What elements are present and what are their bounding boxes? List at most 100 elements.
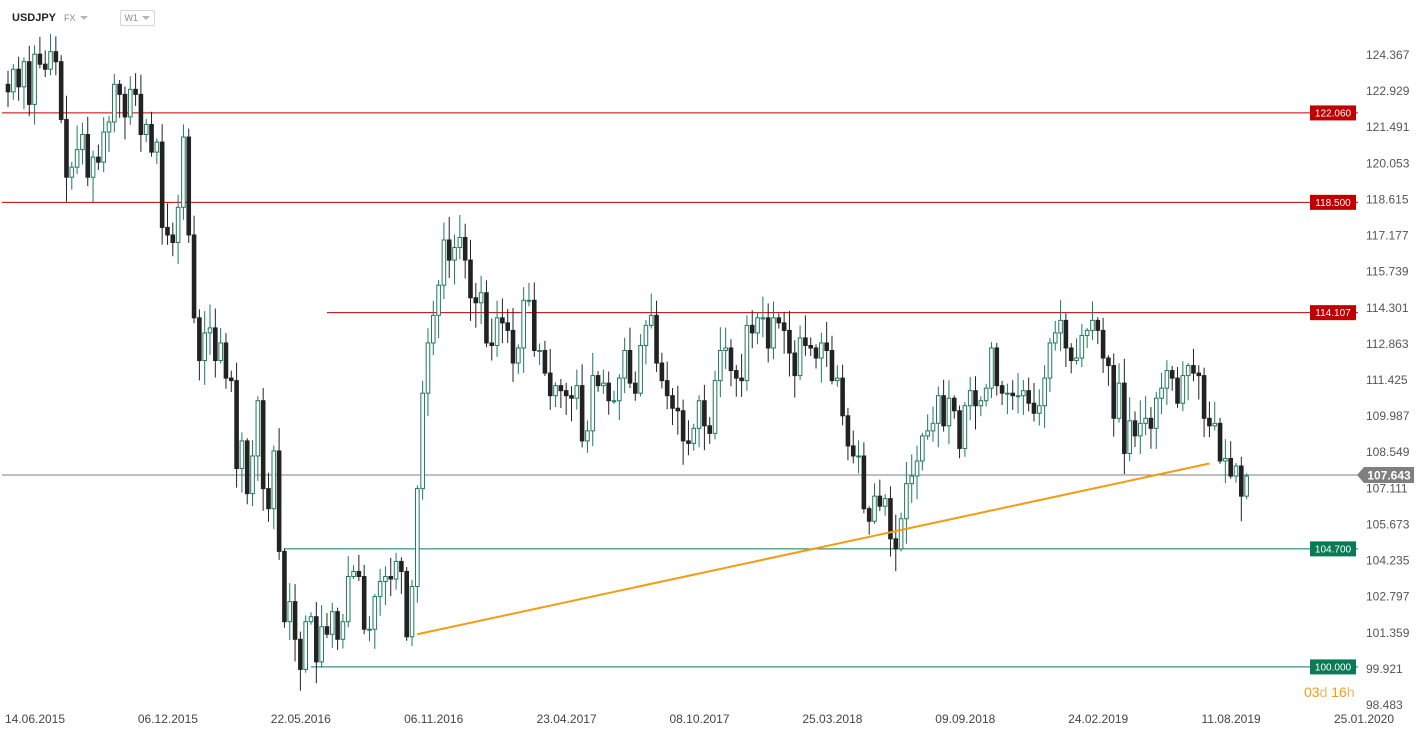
candle [64, 95, 69, 202]
chevron-down-icon [79, 16, 88, 20]
candle [904, 462, 909, 544]
candle [96, 144, 101, 170]
candle-body-bear [659, 362, 665, 382]
candle [32, 45, 37, 125]
candle [638, 334, 643, 397]
candle-countdown: 03d 16h [1304, 684, 1355, 700]
candle [930, 406, 936, 442]
candle-body-bear [468, 259, 473, 299]
candle-body-bull [914, 460, 920, 477]
candle [314, 602, 319, 684]
candle [840, 364, 845, 426]
candle [361, 564, 367, 635]
candle-body-bull [207, 327, 213, 334]
candle-body-bull [372, 596, 378, 630]
candle-body-bear [244, 440, 250, 495]
candle-body-bull [925, 430, 930, 437]
symbol-label[interactable]: USDJPY [12, 12, 57, 24]
candle [377, 568, 383, 616]
candle-body-bull [744, 324, 750, 382]
candle [989, 342, 994, 399]
candle [1100, 317, 1106, 373]
candle-body-bear [664, 380, 670, 397]
candle-body-bull [181, 136, 186, 208]
candle-body-bull [1244, 475, 1249, 497]
candle-body-bull [1042, 377, 1047, 407]
market-selector[interactable]: FX [64, 13, 88, 23]
candle [702, 384, 707, 451]
candle-body-bull [1079, 334, 1085, 359]
y-tick-label: 120.053 [1366, 156, 1410, 170]
candle-body-bull [909, 475, 915, 485]
y-tick-label: 124.367 [1366, 48, 1410, 62]
candle-body-bear [85, 134, 91, 178]
candle [478, 275, 484, 325]
y-tick-label: 122.929 [1366, 84, 1410, 98]
level-label-text: 114.107 [1315, 308, 1351, 319]
candle-body-bear [16, 68, 21, 88]
candle [1010, 380, 1016, 410]
candle-body-bull [345, 576, 351, 623]
candle [473, 282, 479, 328]
candle [457, 214, 463, 260]
candle [223, 333, 229, 389]
candle-body-bear [728, 347, 734, 372]
level-label-bg [1310, 305, 1356, 321]
candle-body-bull [154, 141, 160, 153]
candle [425, 328, 431, 417]
timeframe-selector[interactable]: W1 [119, 10, 156, 26]
candle-body-bear [197, 317, 202, 362]
candle-body-bull [590, 375, 596, 432]
candle-body-bear [399, 560, 404, 572]
candle-body-bull [452, 247, 457, 261]
candle [723, 327, 728, 370]
candle-body-bull [1058, 319, 1063, 334]
candle [74, 125, 80, 174]
candle-body-bear [500, 317, 505, 324]
candle-body-bull [1015, 395, 1021, 398]
candle-body-bear [893, 538, 899, 550]
candle-body-bull [755, 317, 760, 334]
candle [276, 428, 282, 560]
candle-body-bull [718, 349, 723, 382]
candle-body-bull [409, 586, 415, 638]
candle [244, 438, 250, 505]
candle [484, 280, 489, 348]
candle [324, 613, 330, 638]
candle-body-bull [393, 560, 399, 580]
candle-body-bear [1026, 390, 1031, 404]
time-axis: 14.06.2015 06.12.2015 22.05.2016 06.11.2016… [5, 712, 1394, 726]
candle [415, 485, 420, 603]
candle-body-bear [781, 322, 787, 331]
candle [531, 282, 537, 357]
candle [1106, 355, 1111, 386]
candle-body-bear [845, 415, 851, 447]
candle-body-bear [37, 53, 43, 65]
candle-body-bear [813, 347, 819, 359]
candle-body-bull [308, 616, 314, 623]
candle-body-bull [771, 317, 776, 349]
candle-body-bull [920, 435, 925, 462]
candle-body-bull [441, 239, 447, 286]
candle [808, 337, 814, 357]
candle [393, 552, 399, 590]
candle-body-bear [632, 382, 638, 394]
candle [776, 313, 782, 329]
candle-body-bear [298, 638, 303, 670]
candle [500, 298, 505, 344]
candle [537, 343, 542, 365]
candle-body-bull [978, 400, 984, 407]
candle-body-bear [829, 349, 835, 382]
candle [861, 442, 867, 514]
candle-body-bear [749, 324, 755, 334]
candle [755, 312, 760, 345]
candle-body-bull [537, 349, 542, 352]
candle [452, 234, 457, 285]
candle [920, 432, 925, 471]
x-tick-label: 09.09.2018 [935, 712, 995, 726]
candle-body-bull [1223, 457, 1228, 462]
candle-body-bear [1228, 457, 1233, 477]
candle [1148, 407, 1154, 449]
candle-body-bull [494, 317, 500, 346]
